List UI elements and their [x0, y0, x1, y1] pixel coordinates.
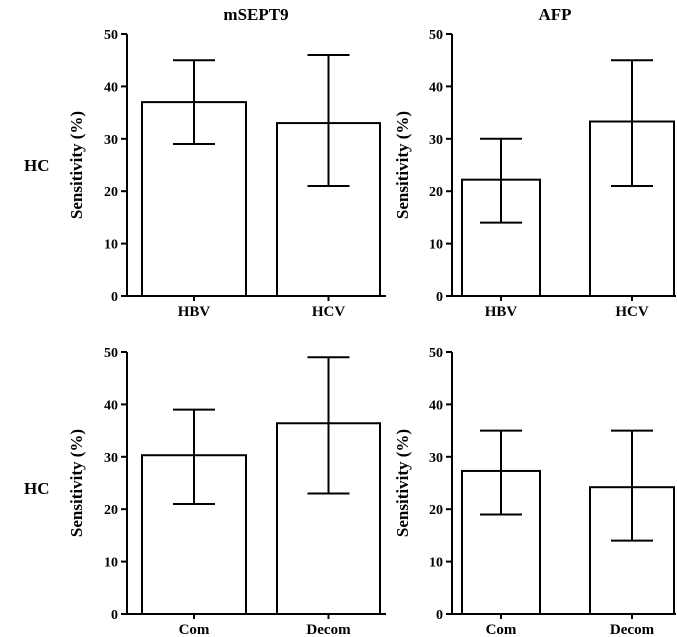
chart-0-ytick-label-3: 30: [104, 133, 118, 148]
chart-3-ytick-label-3: 30: [429, 451, 443, 466]
chart-2-xtick-label-0: Com: [179, 622, 210, 637]
chart-3-ytick-label-5: 50: [429, 346, 443, 361]
chart-0-ytick-label-4: 40: [104, 80, 118, 95]
chart-0-ytick-label-5: 50: [104, 28, 118, 43]
chart-1-ytick-label-0: 0: [436, 290, 443, 305]
chart-2-ytick-label-4: 40: [104, 398, 118, 413]
chart-1-xtick-label-0: HBV: [485, 304, 518, 320]
chart-2-ytick-label-5: 50: [104, 346, 118, 361]
chart-3-ylabel: Sensitivity (%): [393, 429, 412, 537]
chart-0-xtick-label-0: HBV: [178, 304, 211, 320]
chart-0-ytick-label-0: 0: [111, 290, 118, 305]
chart-2-xtick-label-1: Decom: [306, 622, 351, 637]
chart-0-ytick-label-2: 20: [104, 185, 118, 200]
chart-0-ytick-label-1: 10: [104, 238, 118, 253]
chart-1-xtick-label-1: HCV: [615, 304, 649, 320]
chart-1-ytick-label-5: 50: [429, 28, 443, 43]
row-label-top: HC: [24, 156, 50, 175]
chart-1-ytick-label-3: 30: [429, 133, 443, 148]
chart-0-ylabel: Sensitivity (%): [67, 111, 86, 219]
chart-2-ylabel: Sensitivity (%): [67, 429, 86, 537]
chart-1-ylabel: Sensitivity (%): [393, 111, 412, 219]
chart-0-xtick-label-1: HCV: [312, 304, 346, 320]
chart-3-xtick-label-1: Decom: [610, 622, 655, 637]
chart-0-title: mSEPT9: [223, 5, 288, 24]
chart-3-ytick-label-4: 40: [429, 398, 443, 413]
chart-3-xtick-label-0: Com: [486, 622, 517, 637]
chart-3-ytick-label-1: 10: [429, 556, 443, 571]
chart-3-ytick-label-0: 0: [436, 608, 443, 623]
chart-1-title: AFP: [538, 5, 571, 24]
chart-1-ytick-label-2: 20: [429, 185, 443, 200]
chart-2-ytick-label-2: 20: [104, 503, 118, 518]
row-label-bottom: HC: [24, 479, 50, 498]
chart-1-ytick-label-4: 40: [429, 80, 443, 95]
chart-2-ytick-label-3: 30: [104, 451, 118, 466]
chart-2-ytick-label-1: 10: [104, 556, 118, 571]
chart-1-ytick-label-1: 10: [429, 238, 443, 253]
chart-2-ytick-label-0: 0: [111, 608, 118, 623]
chart-3-ytick-label-2: 20: [429, 503, 443, 518]
